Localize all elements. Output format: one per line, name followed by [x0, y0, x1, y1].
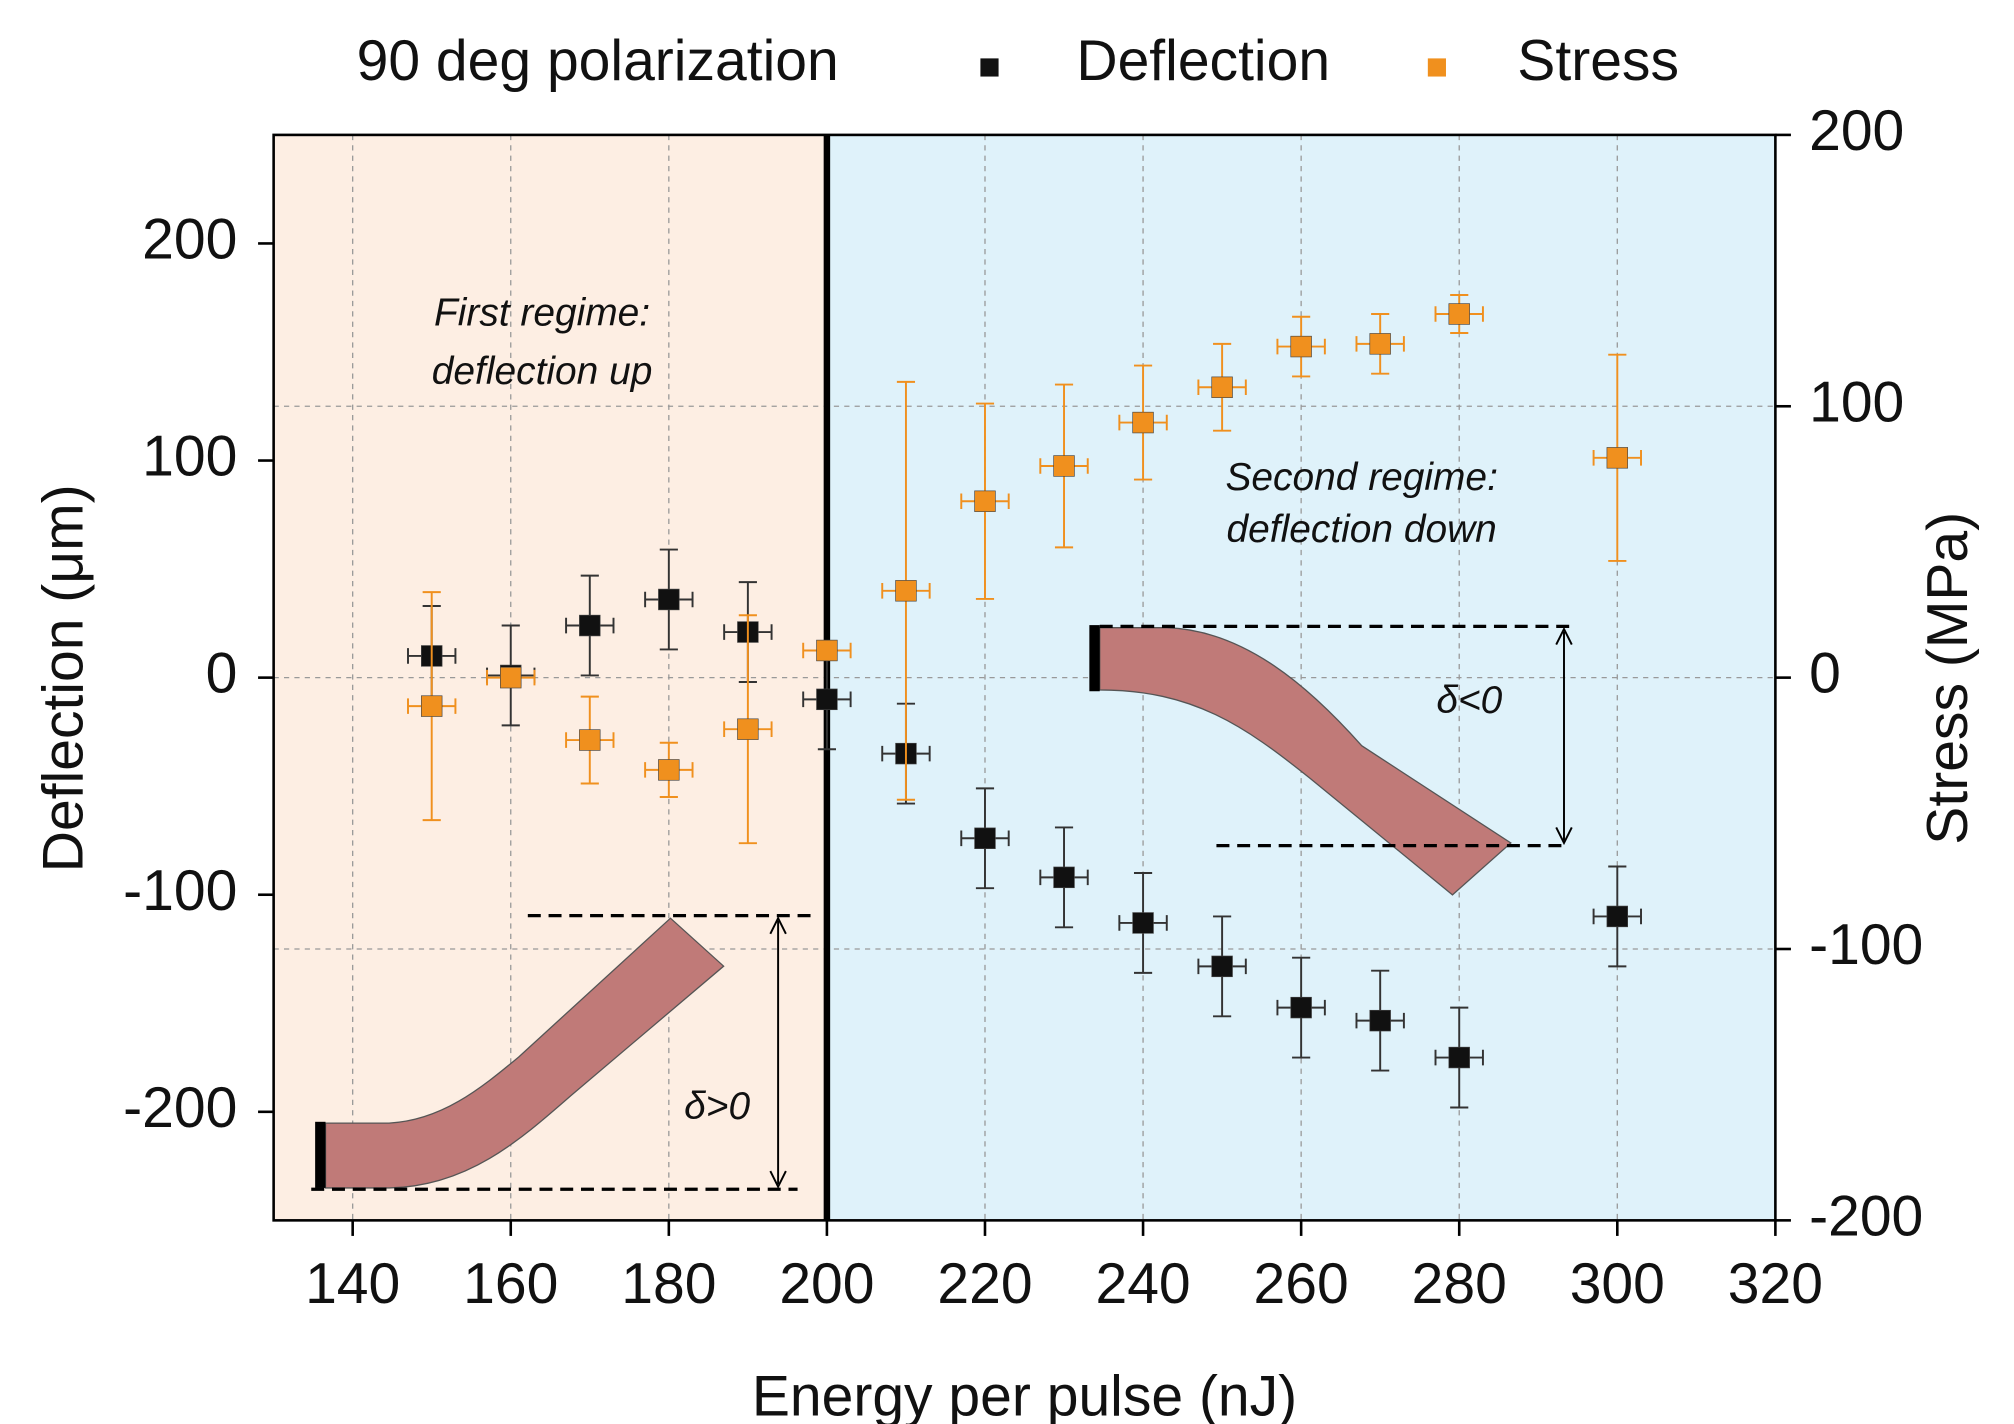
marker — [1369, 1009, 1391, 1032]
marker — [421, 695, 443, 717]
marker — [895, 580, 917, 602]
data-point — [644, 741, 694, 799]
marker — [816, 688, 838, 711]
data-point — [802, 639, 852, 662]
marker — [658, 759, 680, 781]
data-point — [1434, 1006, 1484, 1109]
beam-down — [1099, 627, 1512, 896]
data-point — [1355, 313, 1405, 375]
marker — [1369, 333, 1391, 355]
marker — [974, 827, 996, 849]
marker — [1211, 376, 1233, 398]
beam-clamp — [315, 1121, 326, 1188]
y-tick-label: -200 — [123, 1076, 237, 1140]
marker — [737, 718, 759, 740]
data-point — [1276, 315, 1326, 378]
data-point — [644, 548, 694, 651]
beam-clamp — [1089, 625, 1100, 692]
x-tick-label: 260 — [1254, 1252, 1349, 1316]
x-tick-label: 200 — [779, 1252, 874, 1316]
marker — [1448, 303, 1470, 325]
data-point — [960, 402, 1010, 600]
y2-tick-label: -100 — [1809, 913, 1923, 977]
annotation: deflection up — [432, 350, 653, 393]
data-point — [723, 614, 773, 845]
marker — [1211, 955, 1233, 978]
y2-tick-label: -200 — [1809, 1184, 1923, 1248]
y2-axis-label: Stress (MPa) — [1916, 512, 1980, 845]
marker — [1290, 335, 1312, 358]
x-tick-label: 280 — [1412, 1252, 1507, 1316]
arrow-heads — [1555, 626, 1573, 846]
y2-tick-label: 100 — [1809, 370, 1904, 434]
y-axis-label: Deflection (μm) — [32, 484, 96, 872]
x-tick-label: 160 — [463, 1252, 558, 1316]
marker — [1053, 455, 1075, 477]
marker — [658, 588, 680, 611]
data-point — [1276, 956, 1326, 1059]
legend-marker — [980, 58, 999, 77]
data-point — [881, 380, 931, 801]
data-point — [565, 574, 615, 677]
marker — [500, 666, 522, 689]
data-point — [1592, 865, 1642, 968]
y-tick-label: 0 — [206, 642, 238, 706]
x-tick-label: 300 — [1570, 1252, 1665, 1316]
x-tick-label: 180 — [621, 1252, 716, 1316]
marker — [1290, 996, 1312, 1019]
marker — [579, 614, 601, 637]
data-point — [1197, 915, 1247, 1018]
annotation: deflection down — [1227, 508, 1497, 551]
data-point — [1355, 969, 1405, 1072]
marker — [1606, 447, 1629, 469]
marker — [816, 639, 838, 662]
marker — [1448, 1046, 1470, 1069]
legend-title: 90 deg polarization — [357, 29, 839, 93]
data-point — [1039, 826, 1089, 929]
x-axis-label: Energy per pulse (nJ) — [752, 1365, 1297, 1424]
y-tick-label: 200 — [142, 208, 237, 272]
data-point — [1197, 342, 1247, 432]
legend-marker — [1427, 58, 1446, 77]
data-point — [407, 591, 457, 822]
y-tick-label: -100 — [123, 859, 237, 923]
y2-tick-label: 200 — [1809, 99, 1904, 163]
x-tick-label: 140 — [305, 1252, 400, 1316]
x-tick-label: 240 — [1095, 1252, 1190, 1316]
data-point — [565, 695, 615, 785]
legend-label: Deflection — [1076, 29, 1330, 93]
data-point — [1039, 383, 1089, 549]
annotation: δ>0 — [684, 1085, 750, 1128]
y2-tick-label: 0 — [1809, 642, 1841, 706]
data-point — [1434, 294, 1484, 334]
x-tick-label: 220 — [937, 1252, 1032, 1316]
legend-label: Stress — [1517, 29, 1679, 93]
marker — [1132, 912, 1154, 934]
data-point — [1592, 353, 1642, 562]
data-point — [1118, 364, 1168, 481]
marker — [1053, 866, 1075, 889]
y-tick-label: 100 — [142, 425, 237, 489]
annotation: First regime: — [434, 291, 650, 334]
x-tick-label: 320 — [1728, 1252, 1823, 1316]
annotation: δ<0 — [1436, 679, 1502, 722]
data-point — [486, 666, 536, 689]
marker — [1132, 411, 1154, 434]
marker — [974, 490, 996, 512]
beam-up — [324, 917, 725, 1189]
annotation: Second regime: — [1225, 456, 1497, 499]
data-point — [960, 787, 1010, 890]
beam-illustrations — [311, 624, 1573, 1191]
marker — [579, 729, 601, 751]
arrow-heads — [769, 916, 787, 1189]
data-point — [1118, 872, 1168, 974]
marker — [1606, 905, 1629, 928]
